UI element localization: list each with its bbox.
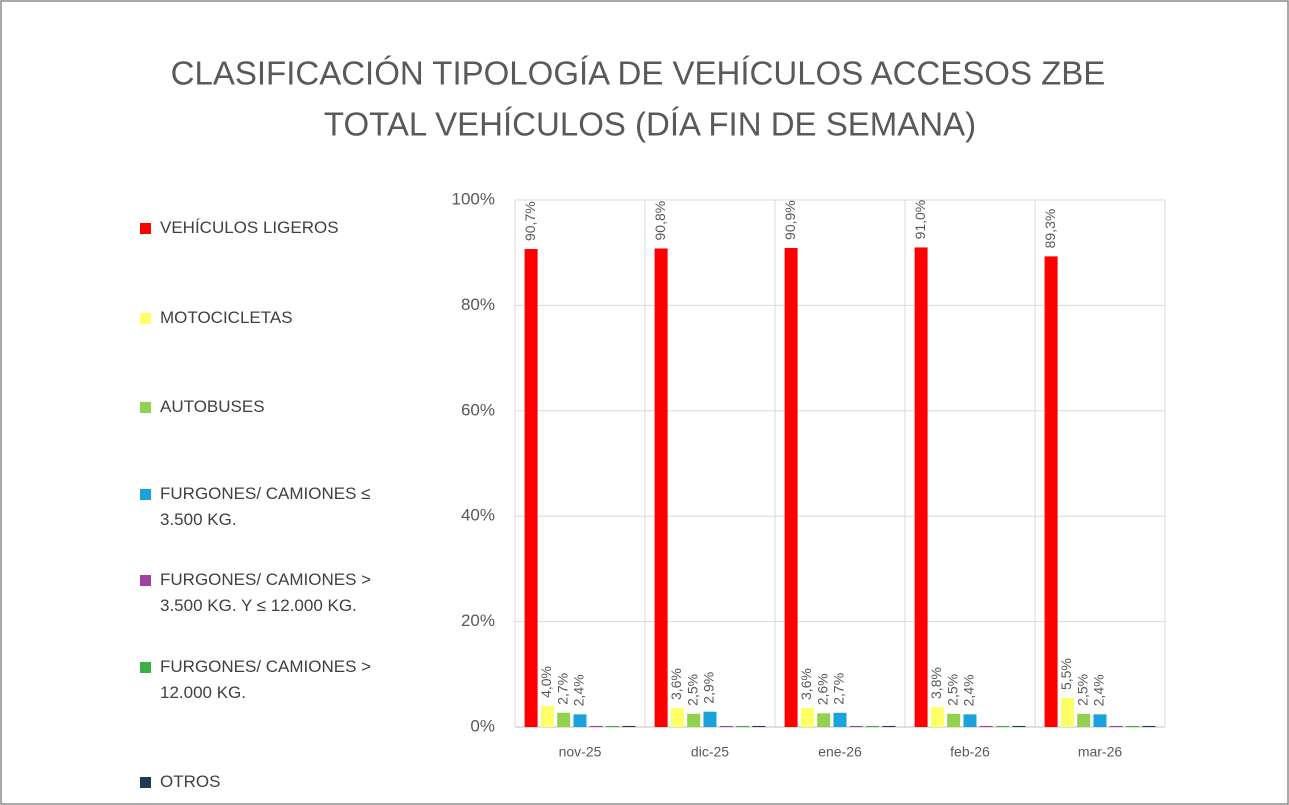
chart-title: CLASIFICACIÓN TIPOLOGÍA DE VEHÍCULOS ACC… bbox=[171, 55, 1106, 92]
bar bbox=[703, 711, 717, 727]
bar bbox=[882, 725, 896, 727]
x-tick-label: mar-26 bbox=[1078, 744, 1123, 760]
data-label: 2,4% bbox=[571, 674, 587, 706]
data-label: 2,9% bbox=[701, 672, 717, 704]
bar bbox=[1126, 725, 1140, 727]
data-label: 5,5% bbox=[1058, 658, 1074, 690]
data-label: 91,0% bbox=[912, 200, 928, 240]
bar bbox=[996, 725, 1010, 727]
legend-entry: MOTOCICLETAS bbox=[140, 305, 410, 331]
data-label: 2,4% bbox=[961, 674, 977, 706]
x-tick-label: dic-25 bbox=[691, 744, 729, 760]
legend-swatch bbox=[140, 489, 151, 500]
bar bbox=[1077, 713, 1091, 727]
legend-swatch bbox=[140, 662, 151, 673]
legend-label: AUTOBUSES bbox=[160, 397, 265, 416]
bar bbox=[752, 725, 766, 727]
bar bbox=[833, 712, 847, 727]
y-tick-label: 20% bbox=[461, 611, 495, 630]
legend-entry: AUTOBUSES bbox=[140, 394, 410, 420]
y-tick-label: 40% bbox=[461, 506, 495, 525]
data-label: 2,6% bbox=[814, 673, 830, 705]
legend-label: FURGONES/ CAMIONES > 12.000 KG. bbox=[160, 657, 372, 702]
legend-entry: FURGONES/ CAMIONES ≤ 3.500 KG. bbox=[140, 481, 410, 533]
bar bbox=[1060, 698, 1074, 727]
bar bbox=[914, 247, 928, 727]
data-label: 3,6% bbox=[668, 668, 684, 700]
bar bbox=[719, 725, 733, 727]
legend-label: MOTOCICLETAS bbox=[160, 308, 293, 327]
bar bbox=[670, 708, 684, 727]
bar bbox=[784, 247, 798, 727]
legend-swatch bbox=[140, 313, 151, 324]
bar bbox=[606, 725, 620, 727]
bar bbox=[1044, 256, 1058, 727]
legend-label: VEHÍCULOS LIGEROS bbox=[160, 218, 339, 237]
bar bbox=[1109, 725, 1123, 727]
data-label: 2,7% bbox=[831, 673, 847, 705]
bar bbox=[963, 714, 977, 727]
data-label: 2,7% bbox=[554, 673, 570, 705]
bar bbox=[589, 725, 603, 727]
bar bbox=[849, 725, 863, 727]
chart-title: TOTAL VEHÍCULOS (DÍA FIN DE SEMANA) bbox=[324, 106, 976, 143]
bar bbox=[817, 713, 831, 727]
y-tick-label: 80% bbox=[461, 295, 495, 314]
bar bbox=[736, 725, 750, 727]
data-label: 2,5% bbox=[944, 674, 960, 706]
x-tick-label: feb-26 bbox=[950, 744, 990, 760]
data-label: 89,3% bbox=[1042, 209, 1058, 249]
bar bbox=[573, 714, 587, 727]
bar bbox=[1093, 714, 1107, 727]
data-label: 90,9% bbox=[782, 200, 798, 240]
data-label: 4,0% bbox=[538, 666, 554, 698]
y-tick-label: 0% bbox=[470, 716, 495, 735]
bar bbox=[1142, 725, 1156, 727]
x-tick-label: ene-26 bbox=[818, 744, 862, 760]
legend-entry: FURGONES/ CAMIONES > 12.000 KG. bbox=[140, 654, 410, 706]
bar bbox=[524, 249, 538, 728]
bar bbox=[1012, 725, 1026, 727]
data-label: 3,8% bbox=[928, 667, 944, 699]
bar bbox=[687, 713, 701, 727]
legend-label: FURGONES/ CAMIONES > 3.500 KG. Y ≤ 12.00… bbox=[160, 570, 372, 615]
legend-swatch bbox=[140, 575, 151, 586]
bar bbox=[557, 712, 571, 727]
legend-swatch bbox=[140, 777, 151, 788]
bar bbox=[654, 248, 668, 727]
data-label: 90,8% bbox=[652, 201, 668, 241]
legend-entry: VEHÍCULOS LIGEROS bbox=[140, 215, 410, 241]
bar bbox=[540, 705, 554, 727]
data-label: 3,6% bbox=[798, 668, 814, 700]
legend-label: OTROS bbox=[160, 772, 221, 791]
bar bbox=[866, 725, 880, 727]
bar bbox=[800, 708, 814, 727]
legend-entry: OTROS bbox=[140, 769, 410, 795]
bar bbox=[979, 725, 993, 727]
legend-swatch bbox=[140, 402, 151, 413]
y-tick-label: 100% bbox=[452, 189, 495, 208]
data-label: 2,4% bbox=[1091, 674, 1107, 706]
data-label: 2,5% bbox=[684, 674, 700, 706]
bar bbox=[947, 713, 961, 727]
data-label: 90,7% bbox=[522, 201, 538, 241]
legend-swatch bbox=[140, 223, 151, 234]
bar bbox=[622, 725, 636, 727]
x-tick-label: nov-25 bbox=[559, 744, 602, 760]
bar bbox=[930, 706, 944, 727]
data-label: 2,5% bbox=[1074, 674, 1090, 706]
legend-label: FURGONES/ CAMIONES ≤ 3.500 KG. bbox=[160, 484, 371, 529]
y-tick-label: 60% bbox=[461, 400, 495, 419]
legend-entry: FURGONES/ CAMIONES > 3.500 KG. Y ≤ 12.00… bbox=[140, 567, 410, 619]
